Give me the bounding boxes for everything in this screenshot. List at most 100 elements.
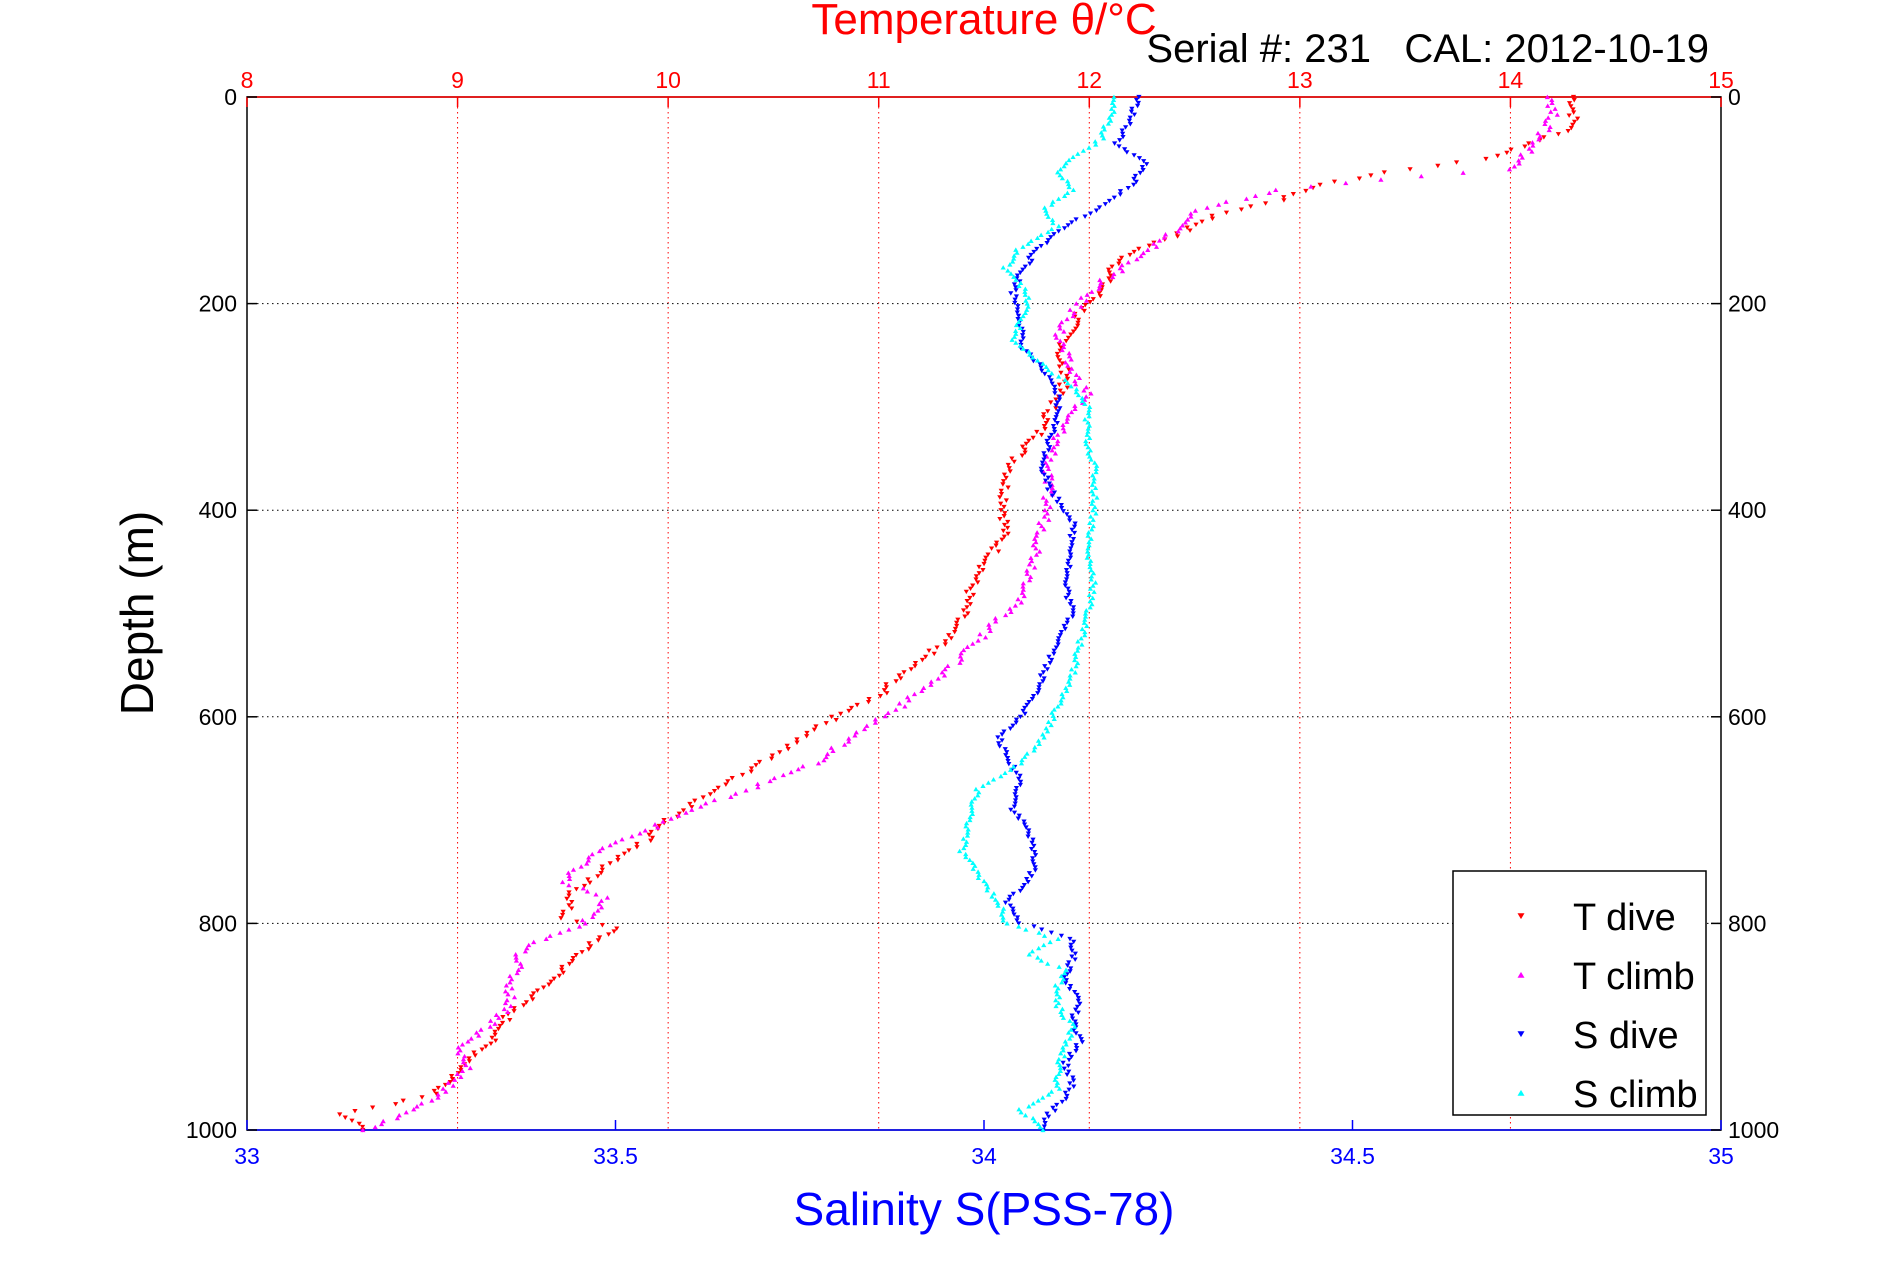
data-marker [1057, 633, 1063, 638]
data-marker [965, 827, 971, 832]
data-marker [1052, 1108, 1058, 1114]
data-marker [1039, 460, 1046, 466]
data-marker [1062, 1090, 1068, 1096]
data-marker [965, 611, 971, 616]
data-marker [1483, 156, 1489, 162]
data-marker [838, 711, 844, 717]
data-marker [460, 1059, 467, 1065]
data-marker [1070, 1075, 1076, 1080]
data-marker [1097, 277, 1103, 283]
data-marker [1179, 223, 1186, 228]
data-marker [587, 880, 593, 886]
data-marker [729, 776, 735, 781]
data-marker [1281, 195, 1287, 200]
data-marker [458, 1074, 464, 1079]
data-marker [1087, 520, 1093, 525]
data-marker [970, 866, 976, 871]
data-marker [1088, 567, 1094, 573]
data-marker [1084, 549, 1091, 554]
data-marker [619, 836, 625, 842]
data-marker [1040, 415, 1047, 420]
data-marker [1079, 398, 1086, 404]
data-marker [1011, 282, 1018, 287]
data-marker [1028, 555, 1034, 560]
data-marker [1082, 416, 1088, 422]
data-marker [1070, 605, 1077, 610]
data-marker [450, 1083, 456, 1088]
data-marker [1005, 519, 1011, 525]
data-marker [1025, 831, 1032, 836]
data-marker [1064, 178, 1071, 184]
data-marker [1061, 193, 1068, 198]
data-marker [615, 854, 621, 860]
data-marker [1069, 220, 1075, 225]
data-marker [1072, 1024, 1078, 1029]
legend-label: T dive [1573, 897, 1676, 939]
data-marker [1056, 964, 1062, 969]
data-marker [912, 664, 918, 669]
data-marker [1027, 577, 1033, 583]
data-marker [1075, 151, 1081, 156]
data-marker [954, 623, 960, 629]
data-marker [560, 970, 566, 976]
salinity-tick-label: 34 [971, 1143, 997, 1169]
data-marker [901, 670, 907, 675]
data-marker [1031, 748, 1037, 753]
data-marker [1073, 301, 1079, 306]
data-marker [1037, 362, 1043, 367]
data-marker [1081, 620, 1087, 625]
depth-tick-label-left: 1000 [186, 1117, 237, 1143]
data-marker [1057, 172, 1063, 178]
data-marker [1281, 198, 1287, 203]
data-marker [1048, 457, 1054, 462]
data-marker [1007, 469, 1013, 474]
data-marker [1120, 131, 1126, 137]
data-marker [1087, 211, 1094, 216]
data-marker [570, 955, 576, 961]
data-marker [1290, 192, 1296, 197]
data-marker [1061, 623, 1067, 629]
data-marker [1059, 979, 1065, 985]
data-marker [687, 801, 693, 807]
data-marker [582, 921, 588, 926]
data-marker [1073, 1007, 1079, 1013]
data-marker [833, 717, 839, 723]
data-marker [1019, 757, 1025, 763]
data-marker [1075, 392, 1082, 398]
data-marker [1066, 515, 1073, 520]
data-marker [530, 991, 537, 996]
data-marker [1017, 343, 1023, 348]
data-marker [1090, 523, 1096, 529]
data-marker [1223, 199, 1229, 204]
data-marker [1075, 995, 1082, 1001]
data-marker [1048, 378, 1054, 383]
data-marker [1013, 340, 1019, 345]
data-marker [668, 816, 674, 821]
data-marker [1029, 840, 1035, 846]
data-marker [1068, 1054, 1075, 1060]
data-marker [523, 1000, 530, 1005]
data-marker [1053, 1003, 1059, 1009]
data-marker [1566, 101, 1573, 106]
data-marker [1085, 451, 1091, 456]
data-marker [1024, 751, 1030, 756]
data-marker [1070, 313, 1076, 319]
data-marker [1048, 400, 1054, 405]
temp-tick-label: 14 [1498, 67, 1524, 93]
data-marker [1078, 295, 1084, 300]
data-marker [1031, 843, 1037, 849]
data-marker [1064, 416, 1071, 421]
data-marker [1004, 525, 1011, 531]
data-marker [703, 800, 709, 806]
data-marker [1070, 1078, 1077, 1083]
data-marker [1057, 1065, 1064, 1071]
data-marker [1073, 372, 1079, 377]
data-marker [1045, 409, 1051, 414]
data-marker [1037, 673, 1044, 678]
data-marker [1067, 986, 1073, 992]
data-marker [1182, 220, 1189, 225]
data-marker [997, 495, 1003, 500]
data-marker [1522, 144, 1528, 149]
data-marker [1034, 530, 1040, 535]
data-marker [1266, 190, 1272, 196]
